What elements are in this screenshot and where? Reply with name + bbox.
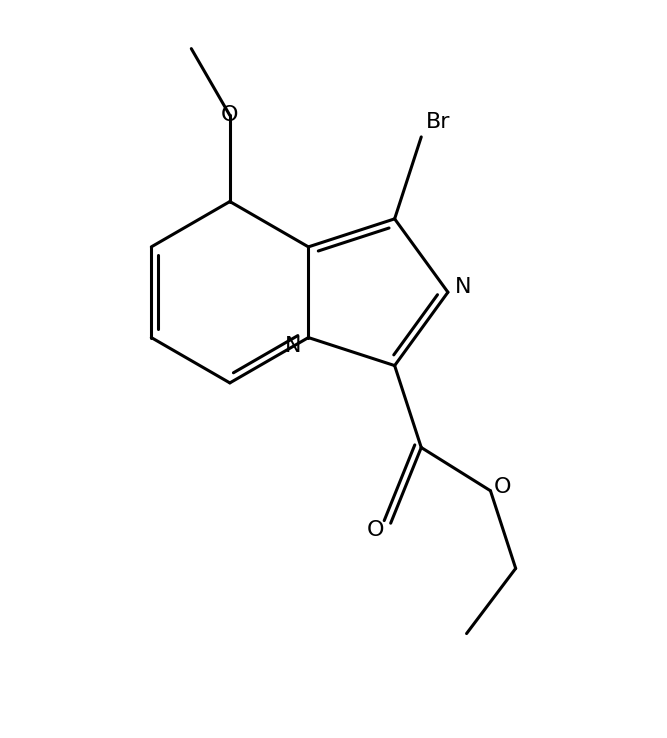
Text: O: O xyxy=(494,477,512,497)
Text: Br: Br xyxy=(426,112,451,132)
Text: O: O xyxy=(367,520,384,540)
Text: N: N xyxy=(455,277,472,297)
Text: O: O xyxy=(221,106,239,125)
Text: N: N xyxy=(285,336,301,356)
